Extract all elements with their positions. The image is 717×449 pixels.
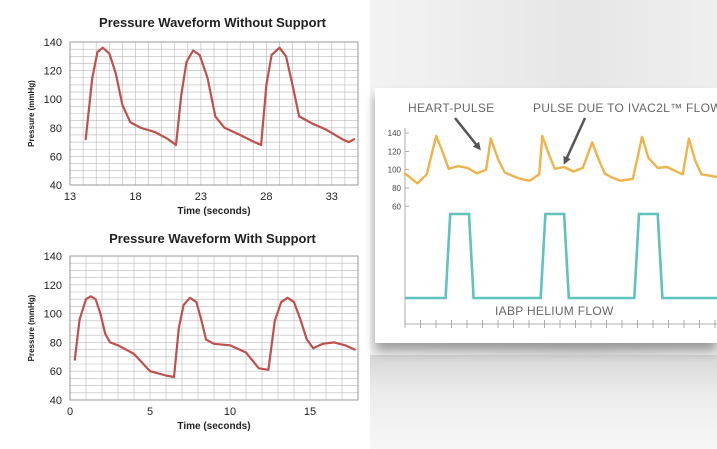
chart2-xlabel: Time (seconds) bbox=[177, 421, 250, 432]
ivac-pulse-annotation: PULSE DUE TO IVAC2L™ FLOW bbox=[533, 101, 717, 115]
chart1-ytick-label: 120 bbox=[44, 66, 62, 78]
iabp-flow-annotation: IABP HELIUM FLOW bbox=[495, 304, 614, 318]
chart1-ytick-label: 100 bbox=[44, 94, 62, 106]
chart1-ylabel: Pressure (mmHg) bbox=[27, 80, 36, 147]
chart2-xtick-label: 5 bbox=[147, 406, 153, 418]
chart3-ytick-label: 60 bbox=[392, 202, 401, 211]
chart2-plot: 40 60 80 100 120 140 0 5 10 15 Time (seconds) Press… bbox=[27, 251, 359, 432]
chart2-frame bbox=[69, 255, 359, 401]
chart2-ytick-label: 80 bbox=[50, 337, 62, 349]
chart2-xtick-label: 15 bbox=[304, 406, 316, 418]
chart2-ylabel: Pressure (mmHg) bbox=[27, 294, 36, 361]
chart1-title: Pressure Waveform Without Support bbox=[99, 15, 326, 30]
chart1-frame bbox=[69, 41, 359, 186]
left-figure-panel: Pressure Waveform Without Support 40 60 80… bbox=[27, 15, 359, 432]
heart-pulse-arrow bbox=[454, 117, 481, 151]
chart1-xtick-label: 23 bbox=[195, 191, 207, 203]
chart2-ytick-label: 120 bbox=[44, 280, 62, 292]
chart1-ytick-label: 80 bbox=[50, 123, 62, 135]
chart2-title: Pressure Waveform With Support bbox=[109, 231, 316, 246]
chart1-series-line bbox=[84, 46, 356, 147]
chart3-ytick-label: 100 bbox=[388, 166, 402, 175]
ivac-pulse-arrow bbox=[563, 117, 587, 165]
chart2-xtick-label: 0 bbox=[67, 406, 73, 418]
chart2-ytick-label: 40 bbox=[50, 395, 62, 407]
chart3-ytick-label: 80 bbox=[392, 184, 401, 193]
chart2-series-line bbox=[73, 295, 356, 379]
chart3-ytick-label: 120 bbox=[388, 147, 402, 156]
chart3-flow-line bbox=[405, 212, 717, 300]
chart1-xtick-label: 33 bbox=[326, 191, 338, 203]
chart1-xtick-label: 28 bbox=[260, 191, 272, 203]
chart2-ytick-label: 100 bbox=[44, 309, 62, 321]
chart2-ytick-label: 140 bbox=[44, 251, 62, 263]
right-figure-panel: 60 80 100 120 140 HEART-PULSE PULSE DUE TO IVA… bbox=[375, 88, 717, 343]
chart1-ytick-label: 140 bbox=[44, 37, 62, 49]
chart1-ytick-label: 60 bbox=[50, 151, 62, 163]
chart2-xtick-label: 10 bbox=[224, 406, 236, 418]
chart2-ytick-label: 60 bbox=[50, 366, 62, 378]
chart1-xtick-label: 13 bbox=[64, 191, 76, 203]
chart1-xlabel: Time (seconds) bbox=[177, 206, 250, 217]
chart1-plot: 40 60 80 100 120 140 13 18 23 28 33 Time (seconds) P… bbox=[27, 37, 359, 217]
chart1-ytick-label: 40 bbox=[50, 180, 62, 192]
chart3-pressure-line bbox=[403, 134, 717, 185]
background-shadow bbox=[370, 355, 717, 449]
heart-pulse-annotation: HEART-PULSE bbox=[408, 101, 494, 115]
chart3-plot: 60 80 100 120 140 HEART-PULSE PULSE DUE TO IVA… bbox=[388, 101, 717, 328]
chart1-xtick-label: 18 bbox=[129, 191, 141, 203]
chart3-ytick-label: 140 bbox=[388, 129, 402, 138]
